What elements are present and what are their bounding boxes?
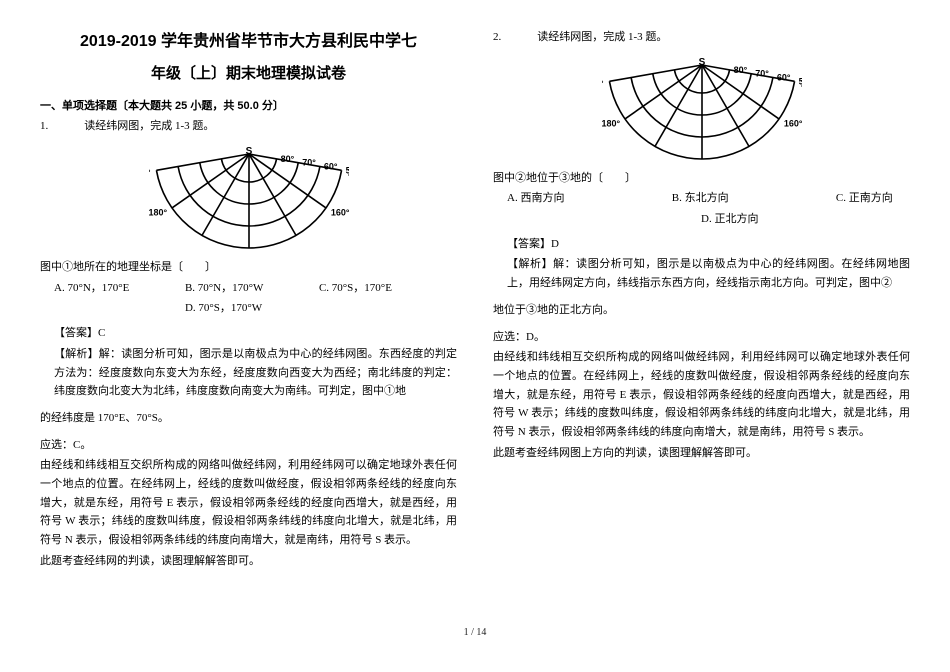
tip-text: 此题考查经纬网图上方向的判读，读图理解解答即可。 bbox=[493, 444, 910, 463]
svg-text:160°: 160° bbox=[602, 78, 604, 88]
pick-line: 应选：C。 bbox=[40, 436, 457, 455]
analysis-continuation: 地位于③地的正北方向。 bbox=[493, 301, 910, 320]
page-subtitle: 年级〔上〕期末地理模拟试卷 bbox=[40, 61, 457, 87]
svg-text:180°: 180° bbox=[602, 118, 620, 128]
question-prompt: 读经纬网图，完成 1-3 题。 bbox=[84, 117, 214, 136]
analysis-text: 【解析】解：读图分析可知，图示是以南极点为中心的经纬网图。东西经度的判定方法为：… bbox=[54, 345, 457, 401]
pick-line: 应选：D。 bbox=[493, 328, 910, 347]
tip-text: 此题考查经纬网的判读，读图理解解答即可。 bbox=[40, 552, 457, 571]
latlong-diagram: S80°70°60°50°160°180°160°140° bbox=[40, 142, 457, 252]
section-heading: 一、单项选择题〔本大题共 25 小题，共 50.0 分〕 bbox=[40, 97, 457, 116]
choice-b: B. 东北方向 bbox=[672, 189, 746, 208]
choice-c: C. 70°S，170°E bbox=[319, 279, 402, 298]
question-prompt: 读经纬网图，完成 1-3 题。 bbox=[537, 28, 667, 47]
answer-label: 【答案】C bbox=[54, 324, 457, 343]
svg-text:160°: 160° bbox=[330, 207, 348, 217]
choice-c: C. 正南方向 bbox=[836, 189, 910, 208]
analysis-continuation: 的经纬度是 170°E、70°S。 bbox=[40, 409, 457, 428]
explanation-text: 由经线和纬线相互交织所构成的网络叫做经纬网，利用经纬网可以确定地球外表任何一个地… bbox=[40, 456, 457, 549]
svg-text:160°: 160° bbox=[783, 118, 801, 128]
choice-b: B. 70°N，170°W bbox=[185, 279, 273, 298]
question-number: 1. bbox=[40, 117, 48, 138]
choice-d: D. 70°S，170°W bbox=[185, 299, 273, 318]
svg-text:140°: 140° bbox=[800, 78, 802, 88]
question-stem: 图中②地位于③地的〔 〕 bbox=[493, 169, 910, 188]
choice-a: A. 70°N，170°E bbox=[54, 279, 139, 298]
svg-text:160°: 160° bbox=[149, 167, 151, 177]
svg-text:140°: 140° bbox=[347, 167, 349, 177]
answer-label: 【答案】D bbox=[507, 235, 910, 254]
page-title: 2019-2019 学年贵州省毕节市大方县利民中学七 bbox=[40, 28, 457, 55]
choice-d: D. 正北方向 bbox=[701, 210, 910, 229]
page-footer: 1 / 14 bbox=[40, 624, 910, 641]
question-stem: 图中①地所在的地理坐标是〔 〕 bbox=[40, 258, 457, 277]
latlong-diagram: S80°70°60°50°160°180°160°140° bbox=[493, 53, 910, 163]
question-number: 2. bbox=[493, 28, 501, 49]
analysis-text: 【解析】解：读图分析可知，图示是以南极点为中心的经纬网图。在经纬网地图上，用经纬… bbox=[507, 255, 910, 292]
explanation-text: 由经线和纬线相互交织所构成的网络叫做经纬网，利用经纬网可以确定地球外表任何一个地… bbox=[493, 348, 910, 441]
svg-text:180°: 180° bbox=[149, 207, 167, 217]
choice-a: A. 西南方向 bbox=[507, 189, 582, 208]
